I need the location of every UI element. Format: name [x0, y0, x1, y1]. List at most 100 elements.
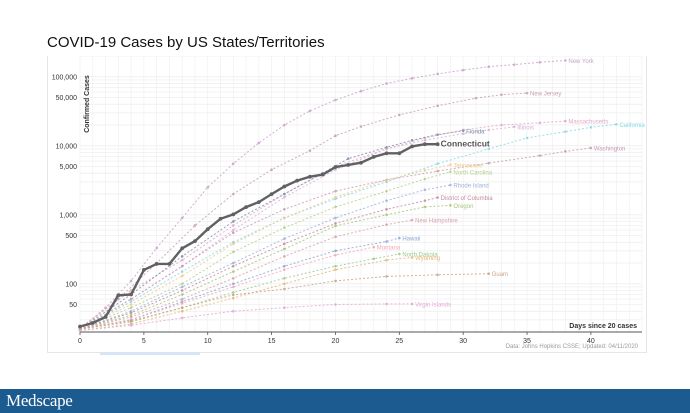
data-point-wyoming	[334, 268, 337, 271]
data-point-new-york	[283, 123, 286, 127]
data-point-district-of-columbia	[283, 242, 286, 246]
data-point-connecticut	[371, 154, 376, 159]
y-tick-label: 500	[65, 233, 77, 240]
data-point-new-york	[385, 82, 388, 85]
series-labels: New York New Jersey Massachusetts Illinois F…	[377, 59, 646, 308]
data-point-florida	[231, 220, 235, 223]
data-point-connecticut	[167, 262, 172, 266]
data-point-massachusetts	[564, 119, 567, 123]
data-point-washington	[589, 146, 593, 150]
data-point-new-hampshire	[129, 315, 133, 319]
series-label-florida: Florida	[466, 129, 485, 135]
brand-logo: Medscape	[6, 391, 73, 410]
data-point-new-jersey	[525, 91, 529, 95]
data-point-illinois	[512, 125, 516, 129]
data-point-tennessee	[385, 178, 388, 182]
series-lines	[78, 59, 618, 332]
data-point-massachusetts	[231, 224, 235, 227]
data-point-montana	[283, 268, 286, 271]
data-point-connecticut	[193, 239, 197, 244]
series-line-oregon	[79, 204, 451, 330]
series-label-california: California	[619, 123, 645, 129]
data-point-new-jersey	[436, 104, 439, 108]
series-label-new-hampshire: New Hampshire	[415, 218, 458, 224]
data-point-tennessee	[231, 242, 235, 246]
data-point-virgin-islands	[180, 316, 184, 320]
data-point-florida	[385, 146, 388, 149]
data-point-oregon	[334, 224, 337, 228]
data-point-hawaii	[334, 249, 337, 253]
data-point-virgin-islands	[385, 302, 388, 306]
series-label-north-carolina: North Carolina	[453, 170, 492, 176]
data-point-connecticut	[435, 142, 440, 147]
data-point-connecticut	[333, 165, 338, 169]
data-point-florida	[180, 255, 184, 258]
series-label-illinois: Illinois	[517, 125, 534, 131]
data-point-washington	[180, 264, 184, 268]
data-point-rhode-island	[449, 183, 452, 187]
data-point-new-jersey	[308, 149, 312, 152]
data-point-virgin-islands	[334, 303, 337, 306]
data-point-wyoming	[180, 309, 184, 313]
data-point-rhode-island	[231, 261, 235, 265]
data-point-connecticut	[231, 212, 236, 217]
data-point-new-york	[180, 216, 184, 220]
data-point-oregon	[180, 293, 184, 296]
series-label-virgin-islands: Virgin Islands	[415, 302, 451, 308]
data-point-connecticut	[308, 174, 312, 179]
data-point-virgin-islands	[78, 329, 82, 332]
data-point-montana	[372, 245, 376, 249]
series-label-new-york: New York	[568, 59, 594, 65]
data-point-north-carolina	[231, 250, 235, 254]
data-point-district-of-columbia	[231, 264, 235, 268]
x-tick-label: 0	[78, 338, 82, 345]
data-point-new-york	[512, 63, 516, 66]
data-point-connecticut	[103, 315, 108, 319]
data-point-rhode-island	[180, 285, 184, 289]
data-point-california	[589, 126, 593, 129]
data-point-virgin-islands	[129, 324, 133, 327]
data-point-california	[525, 136, 529, 140]
series-label-washington: Washington	[594, 146, 625, 152]
data-point-connecticut	[90, 321, 95, 325]
data-point-wyoming	[231, 296, 235, 300]
data-point-north-carolina	[423, 177, 427, 181]
data-point-wyoming	[283, 282, 286, 286]
series-line-new-hampshire	[79, 219, 413, 330]
data-point-tennessee	[334, 195, 337, 199]
data-point-new-jersey	[474, 96, 478, 100]
data-point-tennessee	[283, 216, 286, 220]
x-axis-label: Days since 20 cases	[569, 323, 637, 330]
data-point-washington	[283, 208, 286, 211]
y-axis-label: Confirmed Cases	[84, 75, 91, 133]
data-point-district-of-columbia	[423, 199, 427, 202]
x-tick-label: 15	[268, 338, 276, 345]
data-point-california	[180, 270, 184, 273]
grid	[79, 55, 643, 333]
data-point-tennessee	[129, 303, 133, 306]
data-point-new-hampshire	[283, 255, 286, 258]
series-line-massachusetts	[79, 120, 566, 329]
data-point-oregon	[385, 213, 388, 217]
data-point-massachusetts	[500, 123, 503, 127]
series-label-rhode-island: Rhode Island	[453, 184, 488, 190]
data-point-rhode-island	[423, 188, 427, 192]
data-point-rhode-island	[334, 216, 337, 220]
series-line-wyoming	[79, 257, 413, 331]
series-label-new-jersey: New Jersey	[530, 92, 561, 98]
data-point-new-jersey	[193, 224, 197, 227]
data-point-connecticut	[410, 144, 414, 149]
data-point-virgin-islands	[231, 309, 235, 313]
data-point-district-of-columbia	[180, 289, 184, 292]
data-point-rhode-island	[283, 237, 286, 240]
chart-container: 0 5 10 15 20 25 30 35 40 50 100 500 1,000 5,000 10,000…	[47, 55, 647, 353]
data-point-guam	[385, 275, 388, 278]
chart-scrollbar[interactable]	[100, 352, 200, 355]
data-point-new-jersey	[270, 168, 273, 171]
x-tick-label: 5	[142, 338, 146, 345]
data-point-hawaii	[231, 282, 235, 286]
data-point-wyoming	[385, 258, 388, 262]
data-point-new-york	[129, 279, 133, 283]
data-point-connecticut	[141, 267, 146, 272]
series-line-north-dakota	[79, 253, 400, 330]
